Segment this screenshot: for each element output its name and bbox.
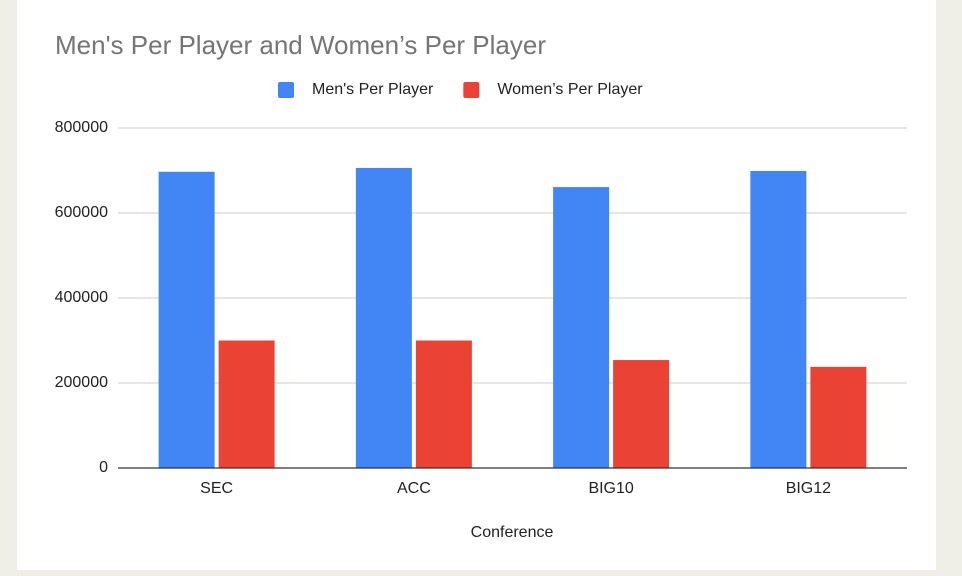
bar [355,167,412,468]
bar [750,170,807,469]
x-tick-label: ACC [397,480,431,497]
legend-label: Men's Per Player [312,81,434,98]
y-tick-label: 200000 [55,374,108,391]
x-tick-label: SEC [200,480,233,497]
y-tick-label: 600000 [55,204,108,221]
x-axis-label: Conference [471,524,554,541]
legend-label: Women’s Per Player [497,81,643,98]
bar [553,187,610,468]
y-tick-label: 800000 [55,119,108,136]
bar [218,340,275,468]
bar [810,366,867,468]
bar [158,171,215,468]
chart-title: Men's Per Player and Women’s Per Player [55,30,546,60]
legend-swatch [278,82,294,98]
y-tick-label: 0 [99,459,108,476]
bar [613,360,670,468]
x-tick-label: BIG12 [786,480,831,497]
y-tick-label: 400000 [55,289,108,306]
bar [415,340,472,468]
legend-swatch [463,82,480,98]
x-tick-label: BIG10 [588,480,633,497]
